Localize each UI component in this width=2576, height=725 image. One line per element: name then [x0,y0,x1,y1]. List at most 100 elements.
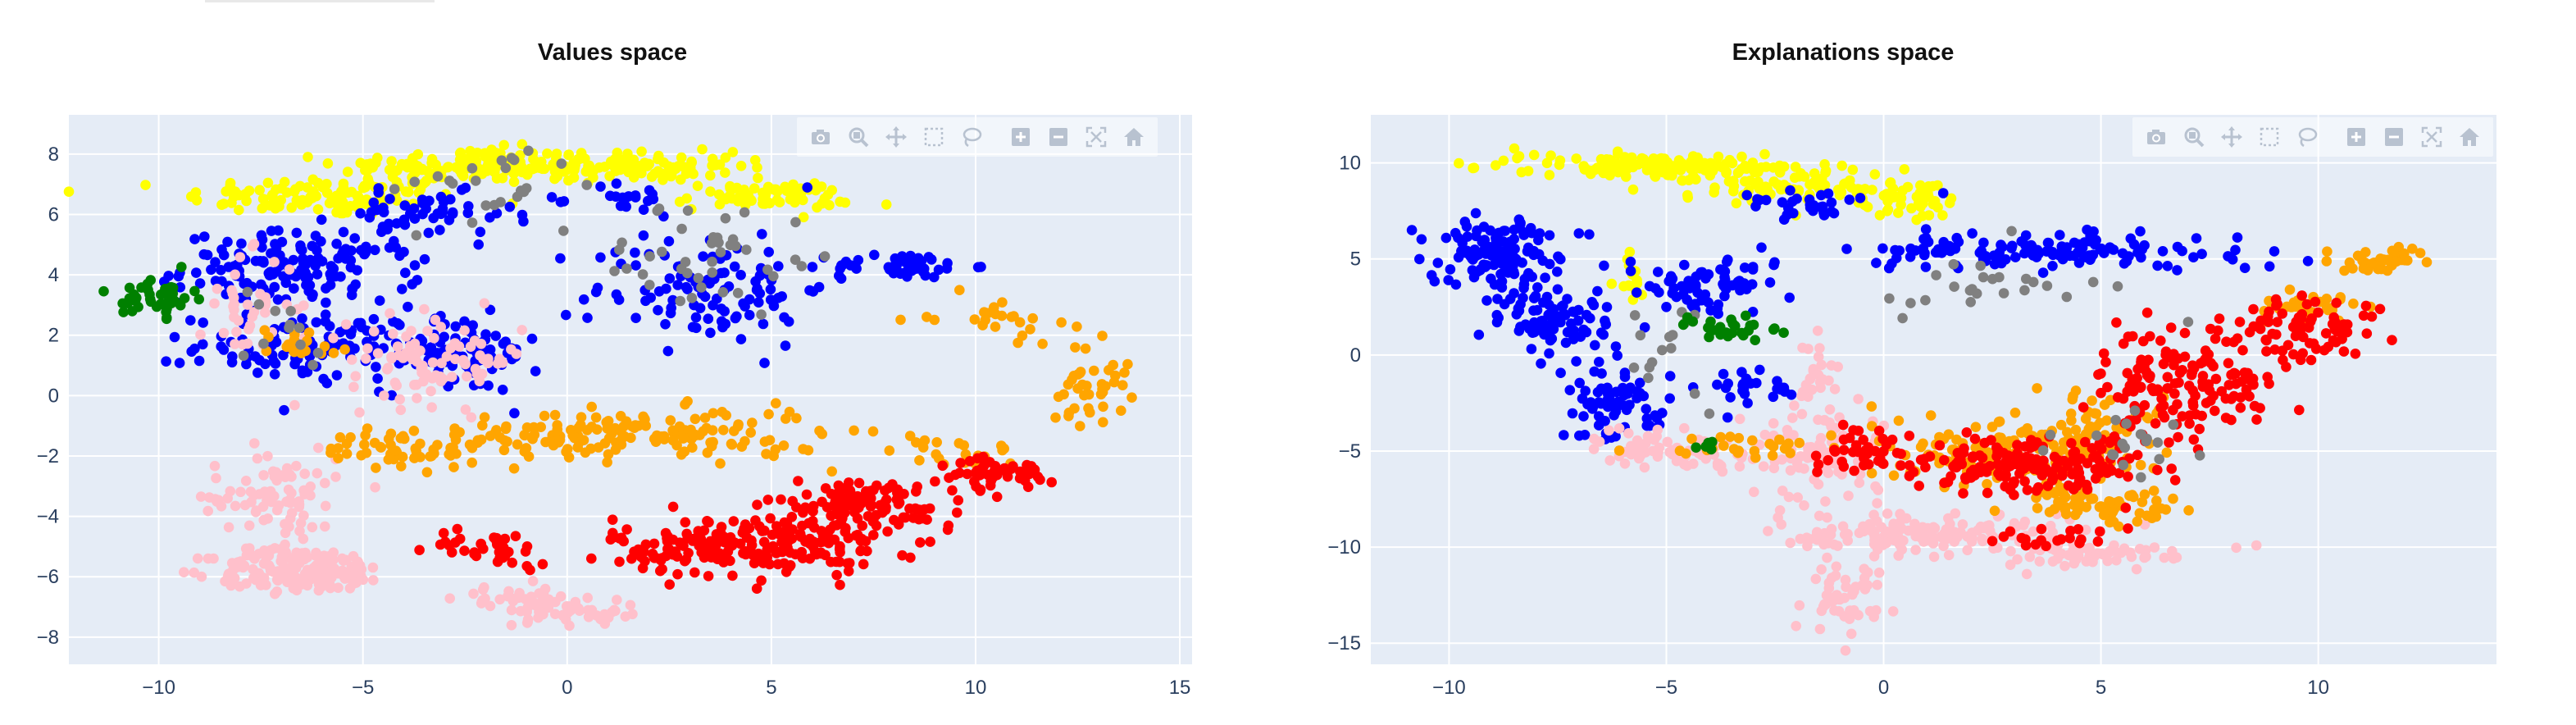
scatter-point-blue [1718,368,1729,380]
pan-button[interactable] [877,117,915,157]
scatter-point-red [808,500,819,512]
scatter-point-orange [997,297,1008,308]
scatter-point-red [2287,321,2299,333]
pan-button[interactable] [2213,117,2251,157]
scatter-point-gray [696,282,707,293]
scatter-point-orange [629,422,640,433]
zoom-out-button[interactable] [2375,117,2413,157]
scatter-point-gray [2136,429,2147,440]
scatter-point-pink [2056,549,2067,559]
scatter-point-pink [212,283,223,294]
scatter-point-blue [280,277,292,289]
scatter-point-orange [699,413,711,423]
scatter-point-orange [1037,339,1048,349]
scatter-point-blue [335,271,346,282]
camera-button[interactable] [2137,117,2175,157]
box-select-button[interactable] [2251,117,2288,157]
scatter-point-blue [349,343,360,354]
scatter-point-red [715,536,726,546]
scatter-point-red [852,490,863,502]
reset-axes-button[interactable] [1115,117,1153,157]
scatter-point-blue [894,268,906,280]
scatter-point-red [2366,311,2378,322]
scatter-point-red [799,502,811,513]
scatter-point-blue [1600,315,1610,326]
scatter-point-blue [1610,404,1622,415]
scatter-point-red [740,546,751,557]
scatter-point-blue [1509,224,1520,235]
box-select-button[interactable] [915,117,953,157]
autoscale-button[interactable] [1077,117,1115,157]
scatter-point-red [767,529,778,540]
scatter-point-gray [790,217,801,228]
y-tick-label: −6 [37,566,59,588]
scatter-point-pink [1829,595,1841,605]
scatter-point-red [586,553,597,564]
scatter-point-red [912,481,922,492]
scatter-point-orange [567,430,578,441]
scatter-point-blue [2223,251,2233,262]
scatter-point-red [877,505,888,516]
scatter-point-pink [1872,579,1882,590]
scatter-point-pink [243,324,254,335]
scatter-point-blue [324,321,335,332]
camera-button[interactable] [802,117,840,157]
scatter-point-pink [203,553,214,564]
scatter-point-yellow [536,157,547,167]
scatter-point-orange [803,445,814,456]
scatter-point-gray [409,176,420,187]
zoom-out-button[interactable] [1040,117,1077,157]
scatter-point-gray [1643,372,1654,384]
lasso-select-button[interactable] [2288,117,2326,157]
scatter-point-blue [1528,305,1539,317]
scatter-point-pink [462,371,472,382]
zoom-in-button[interactable] [1002,117,1040,157]
scatter-point-red [1920,462,1931,472]
scatter-point-blue [2230,244,2241,256]
scatter-point-blue [2047,261,2058,271]
scatter-point-orange [2055,419,2067,431]
scatter-point-blue [1571,356,1582,367]
scatter-point-pink [368,575,379,586]
scatter-point-blue [2108,244,2119,255]
scatter-point-gray [725,239,736,251]
y-tick-label: −8 [37,627,59,649]
scatter-point-blue [1518,279,1530,290]
reset-axes-icon [2460,128,2479,146]
scatter-point-red [662,531,673,542]
scatter-point-blue [1992,255,2003,266]
scatter-point-red [771,521,782,531]
zoom-button[interactable] [840,117,877,157]
scatter-point-yellow [1915,201,1926,212]
scatter-point-gray [717,287,729,298]
scatter-point-blue [450,321,462,332]
scatter-point-gray [294,322,305,334]
scatter-point-blue [1818,210,1830,221]
scatter-point-pink [1869,539,1880,549]
autoscale-button[interactable] [2413,117,2451,157]
scatter-point-red [1948,461,1959,472]
scatter-point-pink [1782,425,1793,435]
scatter-point-blue [2042,237,2054,249]
scatter-point-orange [371,463,381,473]
lasso-select-button[interactable] [953,117,990,157]
reset-axes-button[interactable] [2451,117,2488,157]
scatter-point-blue [303,271,314,283]
scatter-point-blue [372,373,383,384]
zoom-button[interactable] [2175,117,2213,157]
scatter-point-blue [1574,430,1585,441]
scatter-point-yellow [1816,173,1827,185]
zoom-in-button[interactable] [2337,117,2375,157]
scatter-point-blue [412,275,423,285]
scatter-point-gray [1994,271,2005,283]
scatter-point-red [2296,290,2307,301]
scatter-point-blue [1918,249,1930,261]
scatter-point-blue [751,285,762,295]
scatter-point-gray [2061,291,2073,303]
scatter-point-red [2022,485,2033,495]
scatter-point-yellow [264,200,275,211]
scatter-point-blue [1558,300,1568,312]
scatter-point-red [2177,411,2187,422]
